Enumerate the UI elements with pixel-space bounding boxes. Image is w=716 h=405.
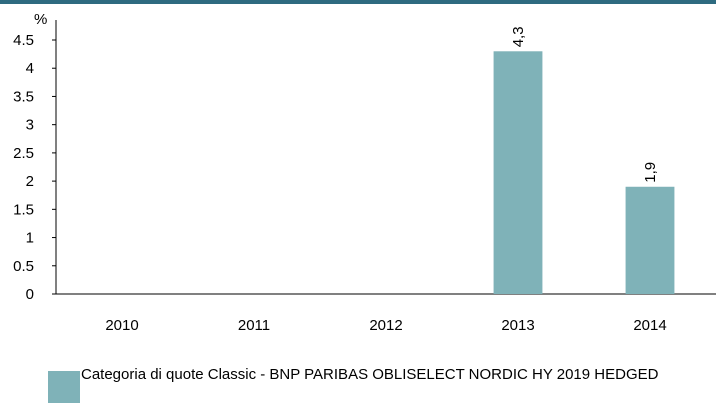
bar-chart: 00.511.522.533.544.5 2010 2011 2012 2013 201… bbox=[13, 11, 716, 334]
bar-value-label: 4,3 bbox=[510, 26, 527, 47]
y-tick-label: 4 bbox=[26, 60, 34, 77]
data-labels: 4,3 1,9 bbox=[510, 26, 659, 182]
legend-label: Categoria di quote Classic - BNP PARIBAS… bbox=[81, 366, 659, 383]
y-tick-label: 2 bbox=[26, 173, 34, 190]
bar bbox=[493, 51, 543, 295]
x-tick-label: 2011 bbox=[238, 317, 270, 334]
y-axis-unit: % bbox=[34, 11, 47, 28]
y-tick-label: 1 bbox=[26, 230, 34, 247]
x-tick-label: 2014 bbox=[633, 317, 666, 334]
legend-swatch bbox=[48, 371, 80, 403]
y-axis: 0 0.5 1 1.5 2 2.5 3 3.5 4 4.5 bbox=[13, 20, 57, 303]
y-tick-label: 3.5 bbox=[13, 88, 34, 105]
top-rule bbox=[0, 0, 716, 4]
bar-value-label: 1,9 bbox=[642, 162, 659, 183]
y-tick-label: 2.5 bbox=[13, 145, 34, 162]
x-tick-label: 2013 bbox=[501, 317, 534, 334]
y-tick-label: 3 bbox=[26, 117, 34, 134]
x-axis: 2010 2011 2012 2013 2014 bbox=[56, 293, 716, 334]
y-tick-label: 1.5 bbox=[13, 201, 34, 218]
x-tick-label: 2010 bbox=[105, 317, 138, 334]
x-tick-label: 2012 bbox=[369, 317, 402, 334]
y-tick-label: 0 bbox=[26, 286, 34, 303]
y-tick-label: 4.5 bbox=[13, 32, 34, 49]
legend: Categoria di quote Classic - BNP PARIBAS… bbox=[48, 366, 716, 404]
bars bbox=[493, 51, 675, 295]
y-tick-label: 0.5 bbox=[13, 258, 34, 275]
bar bbox=[625, 186, 675, 294]
